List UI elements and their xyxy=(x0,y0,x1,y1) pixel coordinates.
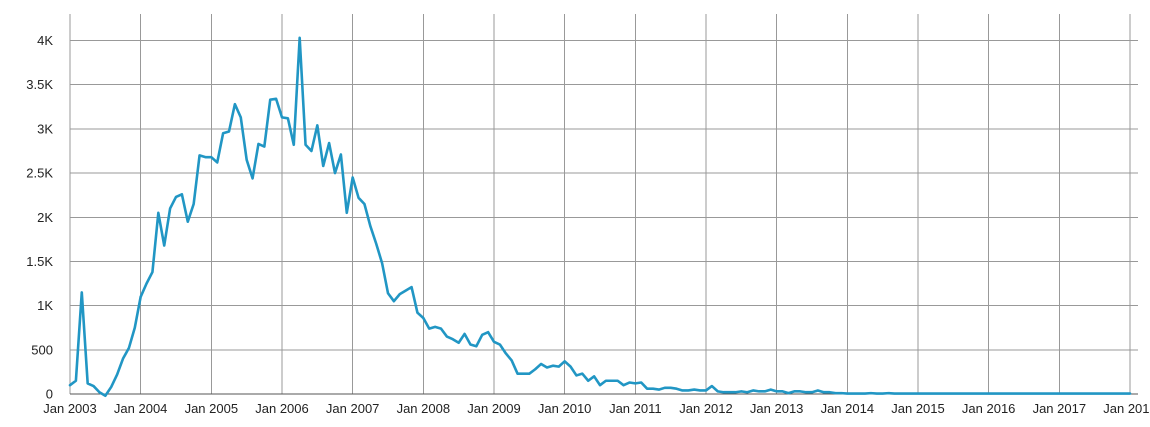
x-tick-label: Jan 2013 xyxy=(750,401,804,416)
y-tick-label: 3.5K xyxy=(26,77,53,92)
x-tick-label: Jan 2006 xyxy=(255,401,309,416)
x-tick-label: Jan 2009 xyxy=(467,401,521,416)
series-line-0 xyxy=(68,36,1132,398)
y-tick-label: 1K xyxy=(37,298,53,313)
y-tick-label: 4K xyxy=(37,33,53,48)
y-tick-label: 3K xyxy=(37,121,53,136)
x-tick-label: Jan 2008 xyxy=(397,401,451,416)
y-tick-label: 2.5K xyxy=(26,166,53,181)
y-tick-label: 1.5K xyxy=(26,254,53,269)
x-axis-tick-labels: Jan 2003 Jan 2004 Jan 2005 Jan 2006 Jan 2007… xyxy=(43,401,1150,416)
x-tick-label: Jan 2011 xyxy=(609,401,662,416)
x-tick-label: Jan 2018 xyxy=(1103,401,1150,416)
horizontal-grid-lines xyxy=(70,40,1138,395)
series-group xyxy=(68,36,1132,398)
x-tick-label: Jan 2010 xyxy=(538,401,592,416)
vertical-grid-lines xyxy=(69,14,1131,394)
y-tick-label: 500 xyxy=(31,342,53,357)
x-tick-label: Jan 2003 xyxy=(43,401,97,416)
y-tick-label: 2K xyxy=(37,210,53,225)
x-tick-label: Jan 2005 xyxy=(185,401,239,416)
x-tick-label: Jan 2014 xyxy=(821,401,875,416)
x-tick-label: Jan 2004 xyxy=(114,401,168,416)
x-tick-label: Jan 2015 xyxy=(891,401,945,416)
y-tick-label: 0 xyxy=(46,387,53,402)
x-tick-label: Jan 2016 xyxy=(962,401,1016,416)
x-tick-label: Jan 2017 xyxy=(1033,401,1087,416)
x-tick-label: Jan 2012 xyxy=(679,401,733,416)
y-axis-tick-labels: 0 500 1K 1.5K 2K 2.5K 3K 3.5K 4K xyxy=(26,33,53,401)
x-tick-label: Jan 2007 xyxy=(326,401,380,416)
